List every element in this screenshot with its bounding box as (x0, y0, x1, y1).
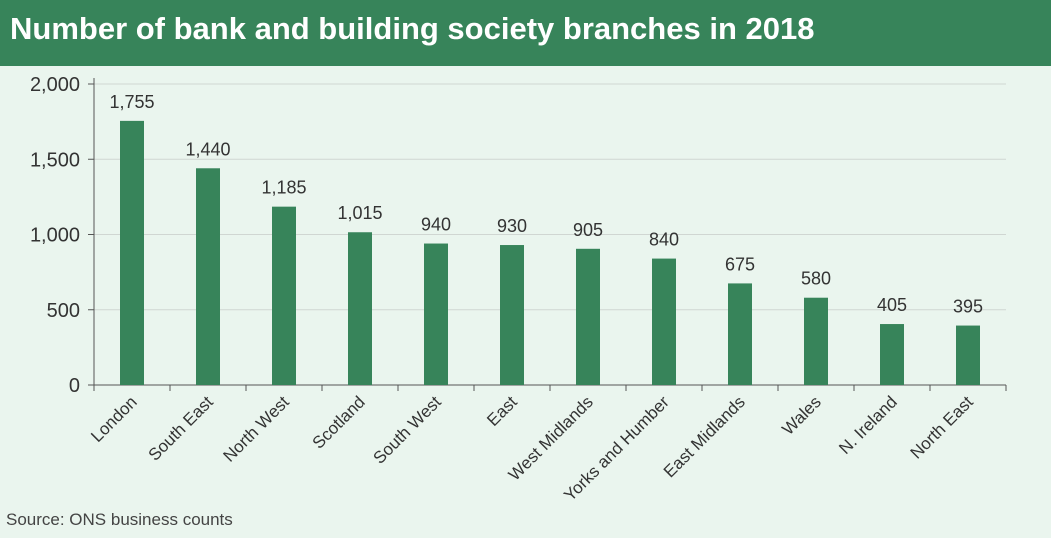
bar (120, 120, 144, 385)
y-tick-label: 1,500 (30, 149, 80, 171)
category-label: Wales (778, 392, 824, 438)
bar (196, 168, 220, 385)
bar (652, 258, 676, 385)
data-label: 1,015 (337, 203, 382, 223)
title-bar: Number of bank and building society bran… (0, 0, 1051, 66)
source-note: Source: ONS business counts (6, 510, 233, 529)
data-label: 840 (649, 230, 679, 250)
category-label: East Midlands (660, 392, 749, 481)
category-label: Scotland (309, 392, 369, 452)
bar (804, 297, 828, 385)
category-label: South West (369, 392, 445, 468)
chart-title: Number of bank and building society bran… (10, 11, 815, 46)
bar (500, 245, 524, 385)
category-label: North West (219, 392, 293, 466)
data-label: 1,440 (185, 139, 230, 159)
y-tick-label: 0 (69, 375, 80, 397)
category-label: London (87, 392, 141, 446)
y-tick-label: 2,000 (30, 74, 80, 96)
category-label: South East (145, 392, 217, 464)
bar (956, 325, 980, 385)
bar (728, 283, 752, 385)
bar (272, 206, 296, 385)
data-label: 675 (725, 254, 755, 274)
data-label: 395 (953, 297, 983, 317)
data-label: 1,185 (261, 178, 306, 198)
category-label: East (483, 392, 521, 430)
data-label: 405 (877, 295, 907, 315)
data-label: 930 (497, 216, 527, 236)
y-tick-label: 500 (47, 300, 80, 322)
y-tick-label: 1,000 (30, 225, 80, 247)
data-label: 1,755 (109, 92, 154, 112)
bar-chart: 0 500 1,000 1,500 2,000 1,755 London 1,440 South… (30, 74, 1007, 505)
data-label: 580 (801, 269, 831, 289)
bar (576, 248, 600, 385)
category-label: N. Ireland (835, 392, 901, 458)
data-label: 940 (421, 215, 451, 235)
bar (424, 243, 448, 385)
bar (348, 232, 372, 385)
category-label: North East (907, 392, 977, 462)
data-label: 905 (573, 220, 603, 240)
bar (880, 324, 904, 385)
